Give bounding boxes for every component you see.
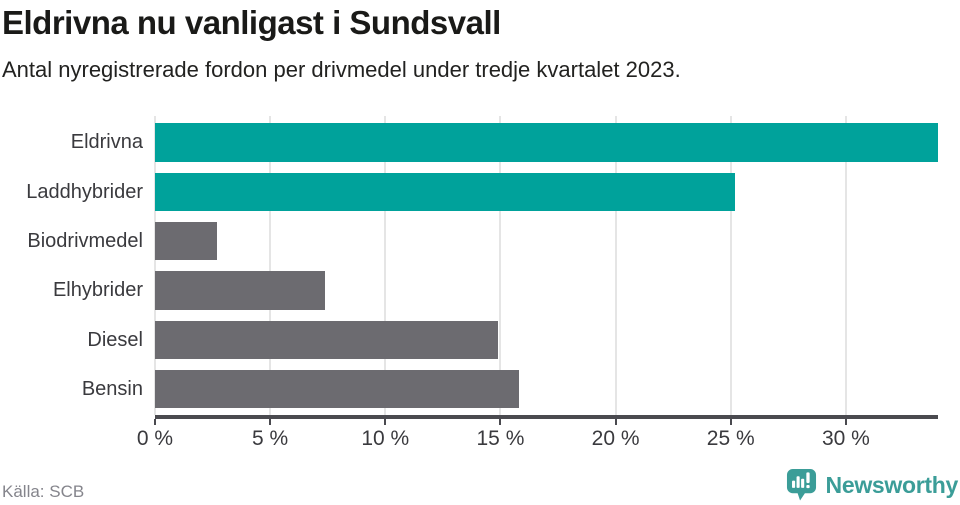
chart-title: Eldrivna nu vanligast i Sundsvall bbox=[2, 4, 501, 41]
x-axis-tick bbox=[499, 419, 502, 425]
category-label: Elhybrider bbox=[52, 279, 143, 302]
x-tick-label: 30 % bbox=[821, 427, 870, 450]
bar bbox=[155, 369, 519, 409]
x-axis-tick bbox=[844, 419, 847, 425]
category-label: Biodrivmedel bbox=[27, 229, 143, 252]
newsworthy-bar-chart-bubble-icon bbox=[786, 468, 817, 502]
x-axis-line bbox=[155, 415, 938, 419]
bar bbox=[155, 320, 499, 360]
category-label: Bensin bbox=[81, 377, 143, 400]
gridline bbox=[614, 116, 617, 415]
x-tick-label: 10 % bbox=[361, 427, 410, 450]
x-tick-label: 0 % bbox=[136, 427, 174, 450]
gridline bbox=[269, 116, 272, 415]
bar bbox=[155, 123, 938, 162]
source-note: Källa: SCB bbox=[2, 482, 85, 501]
gridline bbox=[154, 116, 156, 415]
category-label: Laddhybrider bbox=[26, 180, 143, 203]
category-label: Diesel bbox=[87, 328, 143, 351]
gridline bbox=[499, 116, 502, 415]
x-tick-label: 5 % bbox=[252, 427, 289, 450]
x-axis-tick bbox=[614, 419, 617, 425]
brand-name: Newsworthy bbox=[825, 471, 959, 498]
gridline bbox=[729, 116, 732, 415]
bar bbox=[155, 221, 218, 261]
x-tick-label: 25 % bbox=[706, 427, 755, 450]
x-axis-tick bbox=[729, 419, 732, 425]
x-axis-tick bbox=[269, 419, 272, 425]
x-axis-tick bbox=[154, 419, 156, 425]
x-axis-tick bbox=[384, 419, 387, 425]
chart-subtitle: Antal nyregistrerade fordon per drivmede… bbox=[2, 57, 681, 82]
bar bbox=[155, 172, 736, 212]
bar-chart-plot-area: 0 % 5 % 10 % 15 % 20 % 25 % 30 % Eldrivna Laddhy… bbox=[26, 116, 938, 450]
category-label: Eldrivna bbox=[70, 131, 143, 154]
x-tick-label: 15 % bbox=[476, 427, 525, 450]
gridline bbox=[384, 116, 387, 415]
brand-logo: Newsworthy bbox=[786, 468, 958, 502]
x-tick-label: 20 % bbox=[591, 427, 640, 450]
gridline bbox=[844, 116, 847, 415]
bar bbox=[155, 271, 326, 310]
